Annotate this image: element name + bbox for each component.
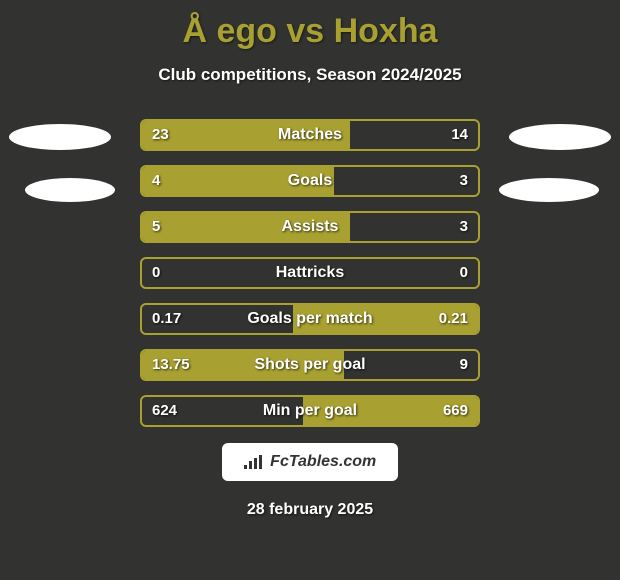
badge-container: FcTables.com [0,443,620,481]
date-text: 28 february 2025 [0,501,620,519]
badge-text: FcTables.com [270,453,376,470]
stat-label: Goals per match [142,305,478,333]
stat-row: 13.75Shots per goal9 [140,349,480,381]
stat-value-right: 14 [451,121,468,149]
stat-value-right: 9 [460,351,468,379]
stat-value-right: 3 [460,167,468,195]
stat-row: 5Assists3 [140,211,480,243]
stat-row: 0Hattricks0 [140,257,480,289]
stat-value-right: 669 [443,397,468,425]
source-badge: FcTables.com [222,443,399,481]
stat-label: Hattricks [142,259,478,287]
stat-row: 4Goals3 [140,165,480,197]
stat-value-right: 3 [460,213,468,241]
stats-container: 23Matches14 4Goals3 5Assists3 0Hattricks0 0.… [0,119,620,427]
stat-label: Min per goal [142,397,478,425]
stat-row: 624Min per goal669 [140,395,480,427]
stat-label: Shots per goal [142,351,478,379]
chart-icon [244,453,266,470]
stat-label: Goals [142,167,478,195]
stat-value-right: 0 [460,259,468,287]
subtitle: Club competitions, Season 2024/2025 [0,65,620,85]
stat-value-right: 0.21 [439,305,468,333]
stat-row: 0.17Goals per match0.21 [140,303,480,335]
stat-row: 23Matches14 [140,119,480,151]
page-title: Å ego vs Hoxha [0,0,620,51]
stat-label: Matches [142,121,478,149]
stat-label: Assists [142,213,478,241]
